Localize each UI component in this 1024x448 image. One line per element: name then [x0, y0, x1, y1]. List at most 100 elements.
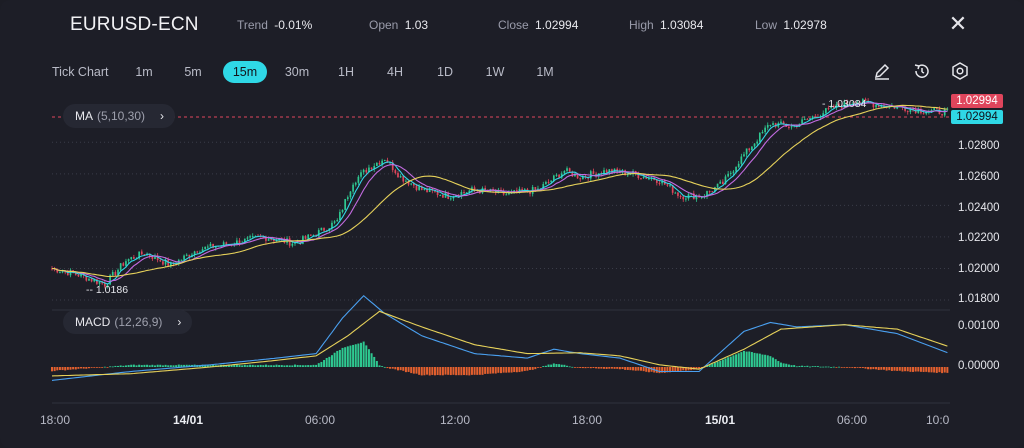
- macd-histogram-bar: [151, 364, 154, 367]
- macd-histogram-bar: [164, 364, 167, 367]
- macd-histogram-bar: [53, 367, 56, 372]
- macd-histogram-bar: [58, 367, 61, 371]
- macd-histogram-bar: [935, 367, 938, 373]
- macd-histogram-bar: [713, 362, 716, 367]
- candle-body: [877, 104, 880, 108]
- macd-histogram-bar: [161, 365, 164, 367]
- candle-body: [772, 123, 774, 125]
- settings-icon[interactable]: [949, 60, 971, 82]
- candle-body: [830, 105, 833, 109]
- macd-histogram-bar: [249, 364, 252, 367]
- tab-1w[interactable]: 1W: [485, 65, 505, 79]
- macd-histogram-bar: [473, 367, 476, 375]
- macd-histogram-bar: [404, 367, 407, 373]
- candle-body: [80, 273, 82, 277]
- macd-histogram-bar: [389, 367, 392, 369]
- macd-histogram-bar: [639, 367, 642, 371]
- candle-body: [661, 180, 663, 184]
- macd-histogram-bar: [407, 367, 410, 372]
- macd-histogram-bar: [727, 357, 730, 367]
- candle-body: [732, 171, 735, 173]
- macd-histogram-bar: [90, 367, 93, 368]
- macd-histogram-bar: [323, 360, 326, 367]
- candle-body: [537, 188, 539, 190]
- candle-body: [188, 254, 191, 257]
- candle-body: [640, 178, 642, 180]
- candle-body: [719, 181, 722, 184]
- candle-body: [875, 104, 877, 108]
- macd-histogram-bar: [698, 367, 701, 369]
- macd-histogram-bar: [246, 365, 249, 367]
- close-icon[interactable]: ✕: [948, 11, 968, 36]
- open-stat: Open 1.03: [369, 18, 429, 32]
- macd-histogram-bar: [95, 367, 98, 368]
- candle-body: [658, 182, 661, 184]
- candle-body: [449, 198, 452, 200]
- candle-body: [706, 191, 708, 197]
- macd-histogram-bar: [449, 367, 452, 376]
- macd-indicator-pill[interactable]: MACD (12,26,9) ›: [63, 310, 193, 334]
- macd-histogram-bar: [661, 367, 664, 373]
- candle-body: [935, 108, 938, 110]
- macd-histogram-bar: [185, 364, 188, 367]
- macd-histogram-bar: [626, 367, 629, 370]
- candle-body: [624, 170, 626, 176]
- macd-histogram-bar: [463, 367, 466, 376]
- macd-histogram-bar: [264, 364, 267, 367]
- tab-5m[interactable]: 5m: [184, 65, 202, 79]
- tick-chart-button[interactable]: Tick Chart: [52, 65, 109, 79]
- candle-body: [616, 168, 619, 172]
- macd-panel: [51, 294, 949, 381]
- tab-1m-month[interactable]: 1M: [536, 65, 554, 79]
- tab-1h[interactable]: 1H: [338, 65, 354, 79]
- macd-histogram-bar: [724, 358, 727, 367]
- reset-icon[interactable]: [911, 60, 933, 82]
- macd-histogram-bar: [579, 367, 582, 369]
- tab-4h[interactable]: 4H: [387, 65, 403, 79]
- macd-histogram-bar: [742, 350, 745, 367]
- candle-body: [941, 114, 943, 116]
- macd-histogram-bar: [452, 367, 455, 375]
- draw-icon[interactable]: [871, 60, 893, 82]
- tab-1m[interactable]: 1m: [135, 65, 153, 79]
- candle-body: [761, 131, 764, 134]
- open-value: 1.03: [404, 18, 429, 32]
- macd-histogram-bar: [777, 361, 780, 367]
- macd-histogram-bar: [436, 367, 439, 376]
- time-label: 12:00: [440, 413, 471, 427]
- macd-histogram-bar: [840, 367, 843, 368]
- candle-body: [383, 159, 386, 161]
- candle-body: [729, 172, 732, 174]
- candle-body: [468, 190, 471, 193]
- macd-histogram-bar: [317, 363, 320, 367]
- macd-histogram-bar: [423, 367, 426, 376]
- macd-histogram-bar: [779, 362, 782, 367]
- candle-body: [782, 121, 785, 125]
- current-price-tag-red: 1.02994: [951, 94, 1003, 108]
- tab-30m[interactable]: 30m: [284, 65, 310, 79]
- macd-histogram-bar: [513, 367, 516, 373]
- macd-histogram-bar: [148, 365, 151, 367]
- symbol-title: EURUSD-ECN: [70, 14, 199, 35]
- macd-histogram-bar: [745, 351, 748, 367]
- candle-body: [236, 240, 238, 245]
- macd-histogram-bar: [365, 345, 368, 367]
- macd-histogram-bar: [616, 367, 619, 369]
- candle-body: [376, 162, 378, 166]
- tab-15m[interactable]: 15m: [223, 61, 267, 83]
- tab-1d[interactable]: 1D: [437, 65, 453, 79]
- macd-histogram-bar: [610, 367, 613, 369]
- macd-histogram-bar: [684, 367, 687, 371]
- candle-body: [238, 240, 241, 245]
- time-label: 14/01: [173, 413, 204, 427]
- time-label: 15/01: [705, 413, 736, 427]
- candle-body: [114, 272, 117, 276]
- ma-indicator-pill[interactable]: MA (5,10,30) ›: [63, 104, 176, 128]
- macd-histogram-bar: [267, 365, 270, 367]
- candle-body: [309, 234, 312, 236]
- candle-body: [896, 106, 899, 109]
- candle-body: [169, 262, 172, 266]
- macd-histogram-bar: [386, 367, 389, 369]
- macd-histogram-bar: [344, 347, 347, 367]
